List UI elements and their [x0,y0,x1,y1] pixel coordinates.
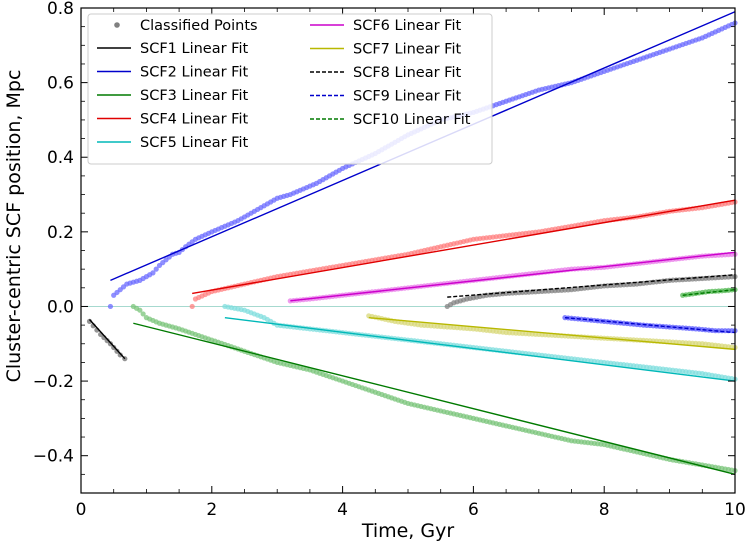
legend-marker-points [114,22,120,28]
data-point [117,352,123,358]
legend-label-scf5: SCF5 Linear Fit [140,135,248,151]
legend-label-scf9: SCF9 Linear Fit [353,89,461,105]
legend-label-scf3: SCF3 Linear Fit [140,88,248,104]
data-point [153,266,159,272]
data-point [107,303,114,310]
y-tick-label: −0.4 [33,447,74,467]
legend-label-scf7: SCF7 Linear Fit [353,42,461,58]
x-tick-label: 2 [206,500,217,520]
legend-label-scf1: SCF1 Linear Fit [140,41,248,57]
data-point [189,303,195,310]
legend-label-scf2: SCF2 Linear Fit [140,65,248,81]
x-tick-label: 6 [468,500,479,520]
axes: 0 2 4 6 8 10 −0.4 −0.2 0.0 0.2 0.4 0.6 0.8 [33,0,746,520]
legend-label-points: Classified Points [140,18,258,34]
y-axis-label: Cluster-centric SCF position, Mpc [3,70,25,383]
x-tick-label: 4 [337,500,348,520]
data-point [140,311,146,317]
legend-label-scf10: SCF10 Linear Fit [353,112,471,128]
legend-label-scf4: SCF4 Linear Fit [140,112,248,128]
fit-line-scf6 [290,251,736,302]
fit-line-scf1 [88,319,126,360]
points-scf6 [287,251,738,304]
fit-line-scf7 [368,316,736,351]
y-tick-label: 0.6 [47,74,74,94]
data-point [104,338,110,344]
x-axis-label: Time, Gyr [361,520,455,542]
y-tick-label: 0.8 [47,0,74,19]
x-tick-label: 10 [724,500,746,520]
fit-line-scf9 [564,316,736,334]
y-tick-label: −0.2 [33,372,74,392]
data-point [150,270,156,276]
fit-line-scf3 [133,322,736,476]
points-scf8 [444,274,738,310]
fit-line-scf10 [682,288,736,296]
data-point [114,348,120,354]
legend: Classified Points SCF1 Linear Fit SCF2 Lin… [87,13,493,165]
legend-label-scf8: SCF8 Linear Fit [353,65,461,81]
legend-box [87,13,493,165]
fit-line-scf8 [447,274,736,298]
x-tick-label: 8 [599,500,610,520]
fit-line-scf5 [224,316,736,382]
fit-line-scf4 [192,199,736,295]
data-point [137,307,143,313]
y-tick-label: 0.4 [47,148,74,168]
legend-label-scf6: SCF6 Linear Fit [353,18,461,34]
y-tick-label: 0.0 [47,297,74,317]
x-tick-label: 0 [76,500,87,520]
points-scf3 [130,303,738,474]
y-tick-label: 0.2 [47,223,74,243]
points-scf4 [189,199,738,310]
